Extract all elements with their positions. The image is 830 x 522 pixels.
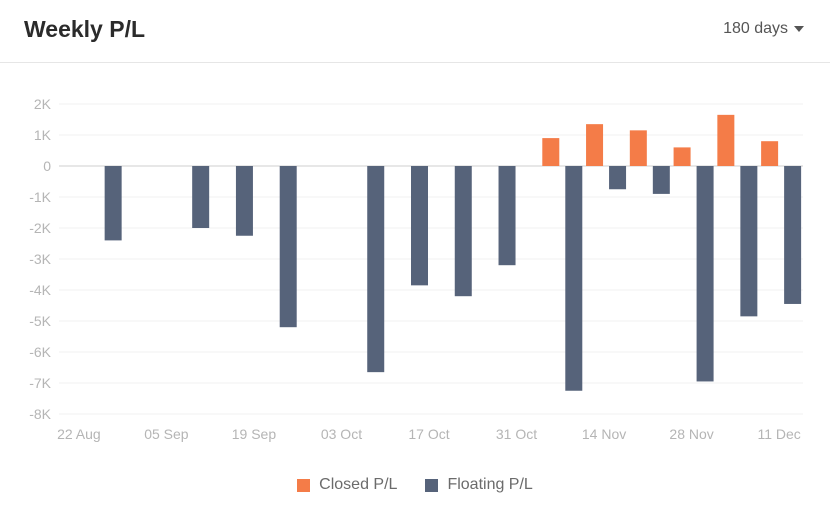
bar-floating-pl [192,166,210,228]
x-tick-label: 19 Sep [232,426,277,442]
y-tick-label: -7K [29,375,51,391]
x-tick-label: 17 Oct [408,426,449,442]
x-tick-label: 05 Sep [144,426,189,442]
chevron-down-icon [794,26,804,32]
bar-floating-pl [652,166,670,194]
range-dropdown[interactable]: 180 days [723,20,804,38]
y-tick-label: -8K [29,406,51,422]
bar-floating-pl [696,166,714,382]
bar-closed-pl [673,147,691,166]
bar-floating-pl [609,166,627,190]
bar-floating-pl [235,166,253,236]
bar-floating-pl [565,166,583,391]
weekly-pl-chart: 2K 1K 0 -1K -2K -3K -4K -5K -6K -7K -8K 22 Aug 05 Se… [29,96,803,442]
x-tick-label: 22 Aug [57,426,101,442]
legend-item-floating[interactable]: Floating P/L [425,476,533,494]
bar-closed-pl [586,124,604,166]
bar-floating-pl [498,166,516,266]
bar-closed-pl [542,138,560,166]
bar-floating-pl [454,166,472,297]
y-tick-label: -5K [29,313,51,329]
bar-closed-pl [717,114,735,166]
y-tick-label: -6K [29,344,51,360]
y-tick-label: -1K [29,189,51,205]
legend-swatch-closed [297,478,311,492]
y-tick-label: -2K [29,220,51,236]
legend-label-closed: Closed P/L [319,476,398,493]
y-tick-label: 1K [34,127,52,143]
x-tick-label: 28 Nov [669,426,713,442]
bar-floating-pl [279,166,297,328]
legend-swatch-floating [425,478,439,492]
card-title: Weekly P/L [24,16,146,42]
card-header: Weekly P/L 180 days [0,0,830,63]
x-tick-label: 31 Oct [496,426,537,442]
y-tick-label: -4K [29,282,51,298]
x-tick-label: 03 Oct [321,426,362,442]
bar-closed-pl [629,130,647,166]
y-tick-label: 0 [43,158,51,174]
bar-floating-pl [367,166,385,373]
y-tick-label: -3K [29,251,51,267]
legend-item-closed[interactable]: Closed P/L [297,476,397,494]
bar-floating-pl [411,166,428,286]
bar-floating-pl [104,166,122,241]
bar-closed-pl [761,141,779,166]
bar-floating-pl [784,166,802,304]
range-label: 180 days [723,20,788,37]
x-tick-label: 11 Dec [757,426,800,442]
chart-legend: Closed P/L Floating P/L [0,476,830,494]
legend-label-floating: Floating P/L [447,476,533,493]
y-tick-label: 2K [34,96,52,112]
x-tick-label: 14 Nov [582,426,626,442]
bar-floating-pl [740,166,758,317]
